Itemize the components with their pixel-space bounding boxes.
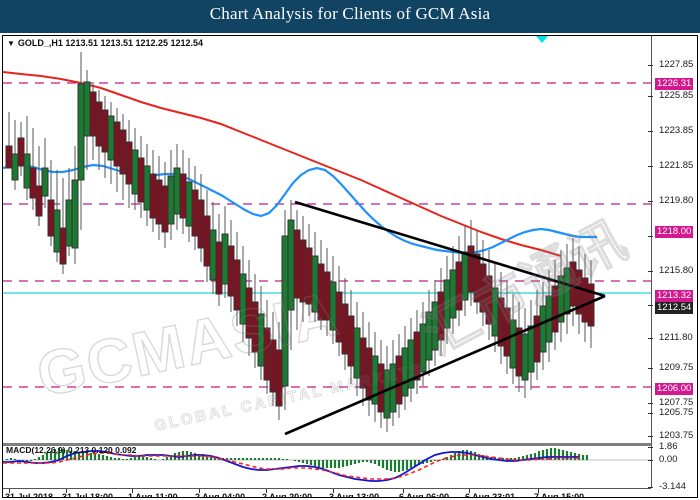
page-title: Chart Analysis for Clients of GCM Asia — [209, 4, 491, 23]
price-tick-label: 1219.80 — [659, 195, 694, 206]
price-tick-label: 1223.85 — [659, 125, 694, 136]
tick-mark — [648, 368, 653, 369]
price-tick-label: 1225.85 — [659, 90, 694, 101]
macd-pane[interactable] — [3, 446, 651, 488]
tick-mark — [648, 236, 653, 237]
current-price-badge: 1212.54 — [655, 302, 694, 314]
trendline-triangle — [284, 200, 606, 436]
tick-mark — [469, 489, 470, 493]
pane-divider — [3, 443, 651, 446]
macd-tick-label: -3.144 — [659, 481, 686, 492]
tick-mark — [648, 338, 653, 339]
price-tick-label: 1227.85 — [659, 59, 694, 70]
time-tick-label: 2 Aug 04:00 — [195, 492, 246, 498]
chevron-down-icon[interactable]: ▼ — [7, 39, 15, 48]
ma-slow-line — [3, 71, 562, 257]
tick-mark — [648, 305, 653, 306]
tick-mark — [648, 413, 653, 414]
macd-signal-line — [3, 452, 579, 480]
price-level-badge: 1226.31 — [655, 78, 694, 90]
tick-mark — [403, 489, 404, 493]
price-tick-label: 1207.75 — [659, 397, 694, 408]
symbol-info-row[interactable]: ▼ GOLD_,H1 1213.51 1213.51 1212.25 1212.5… — [7, 38, 203, 48]
time-axis-line — [3, 488, 651, 489]
chart-window[interactable]: ▼ GOLD_,H1 1213.51 1213.51 1212.25 1212.5… — [2, 35, 698, 498]
time-tick-label: 7 Aug 15:00 — [534, 492, 585, 498]
macd-tick-label: 1.86 — [659, 441, 678, 452]
tick-mark — [333, 489, 334, 493]
macd-indicator-label: MACD(12,26,9) 0.213 0.120 0.092 — [6, 445, 137, 455]
tick-mark — [648, 487, 653, 488]
price-level-badge: 1218.00 — [655, 226, 694, 238]
price-tick-label: 1205.75 — [659, 407, 694, 418]
tick-mark — [132, 489, 133, 493]
macd-histogram — [5, 448, 589, 472]
time-tick-label: 6 Aug 06:00 — [399, 492, 450, 498]
cyan-marker-icon — [536, 36, 548, 43]
macd-line — [3, 450, 579, 482]
time-tick-label: 2 Aug 20:00 — [262, 492, 313, 498]
symbol-ohlc-label: GOLD_,H1 1213.51 1213.51 1212.25 1212.54 — [17, 38, 204, 48]
tick-mark — [648, 271, 653, 272]
candlestick-series — [5, 52, 595, 432]
tick-mark — [648, 201, 653, 202]
tick-mark — [538, 489, 539, 493]
price-plot-svg — [3, 52, 651, 436]
price-tick-label: 1209.75 — [659, 362, 694, 373]
time-tick-label: 3 Aug 13:00 — [329, 492, 380, 498]
tick-mark — [9, 489, 10, 493]
price-level-badge: 1206.00 — [655, 383, 694, 395]
tick-mark — [648, 166, 653, 167]
price-tick-label: 1203.75 — [659, 430, 694, 441]
price-tick-label: 1215.80 — [659, 265, 694, 276]
macd-tick-label: 0.00 — [659, 454, 678, 465]
tick-mark — [199, 489, 200, 493]
tick-mark — [648, 403, 653, 404]
title-bar: Chart Analysis for Clients of GCM Asia — [0, 0, 700, 33]
time-tick-label: 31 Jul 2018 — [5, 492, 54, 498]
tick-mark — [648, 447, 653, 448]
tick-mark — [266, 489, 267, 493]
tick-mark — [648, 131, 653, 132]
price-tick-label: 1221.85 — [659, 160, 694, 171]
tick-mark — [648, 96, 653, 97]
tick-mark — [648, 65, 653, 66]
tick-mark — [648, 460, 653, 461]
time-tick-label: 31 Jul 18:00 — [62, 492, 114, 498]
tick-mark — [648, 436, 653, 437]
price-level-badge: 1213.32 — [655, 290, 694, 302]
price-tick-label: 1211.80 — [659, 332, 693, 343]
price-plot[interactable]: GCMASIA GLOBAL CAPITAL MARKETS 汇市通讯 — [3, 50, 651, 444]
price-axis-line — [651, 36, 652, 488]
tick-mark — [66, 489, 67, 493]
macd-svg — [3, 448, 651, 482]
time-tick-label: 6 Aug 23:01 — [465, 492, 516, 498]
time-tick-label: 1 Aug 11:00 — [128, 492, 178, 498]
